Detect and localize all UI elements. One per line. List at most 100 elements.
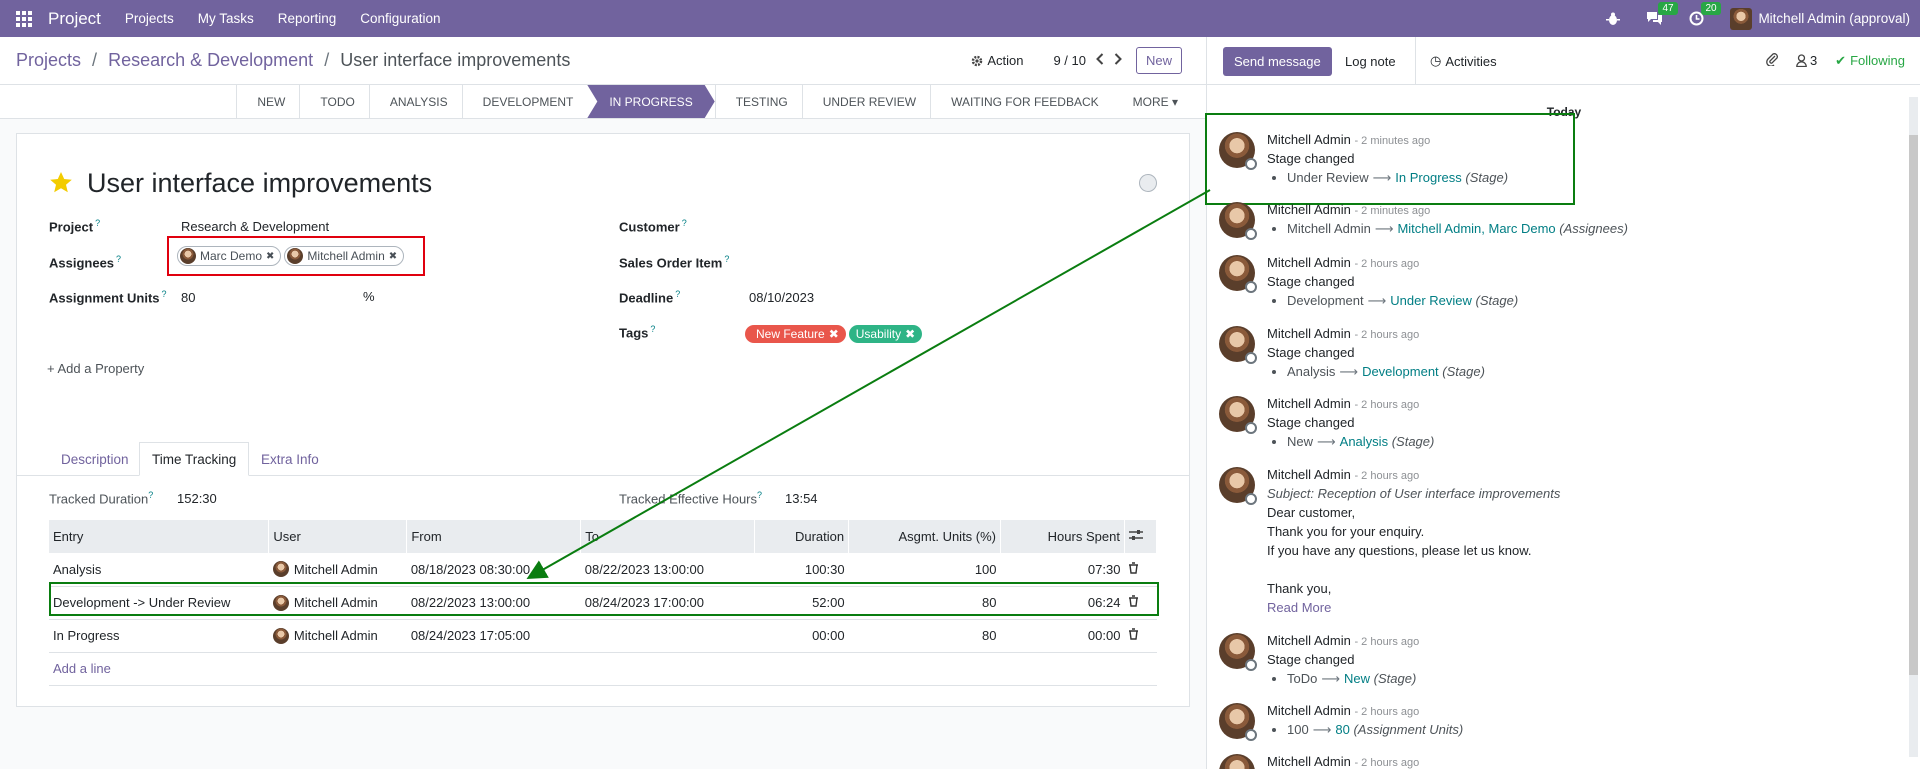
kanban-state-icon[interactable]	[1139, 174, 1157, 192]
breadcrumb-separator: /	[324, 50, 330, 70]
send-message-button[interactable]: Send message	[1223, 47, 1332, 76]
delete-row-icon[interactable]	[1124, 586, 1157, 620]
tags-field[interactable]: New Feature ✖ Usability ✖	[745, 325, 925, 343]
stage-more-dropdown[interactable]: MORE ▾	[1113, 85, 1192, 118]
following-button[interactable]: ✔ Following	[1835, 52, 1905, 69]
read-more-link[interactable]: Read More	[1267, 600, 1332, 615]
messages-icon[interactable]: 47	[1646, 2, 1678, 26]
stage-more-label: MORE	[1132, 94, 1169, 109]
cell-duration: 00:00	[754, 619, 849, 653]
assignment-units-suffix: %	[363, 289, 375, 304]
pager-previous-icon[interactable]	[1096, 53, 1104, 68]
message-author[interactable]: Mitchell Admin	[1267, 396, 1351, 411]
cell-entry: Analysis	[49, 553, 269, 587]
check-icon: ✔	[1835, 52, 1847, 68]
activities-clock-icon[interactable]: 20	[1689, 2, 1721, 26]
project-value[interactable]: Research & Development	[181, 219, 330, 234]
message-body-line: Thank you for your enquiry.	[1267, 524, 1425, 539]
app-brand[interactable]: Project	[48, 8, 101, 28]
message-author[interactable]: Mitchell Admin	[1267, 132, 1351, 147]
optional-columns-icon[interactable]	[1124, 520, 1158, 553]
stage-todo[interactable]: TODO	[299, 85, 368, 118]
col-user[interactable]: User	[268, 520, 408, 553]
stage-under-review[interactable]: UNDER REVIEW	[801, 85, 930, 118]
col-from[interactable]: From	[406, 520, 582, 553]
tracked-duration-label: Tracked Duration?	[49, 490, 154, 507]
pager-next-icon[interactable]	[1114, 53, 1122, 68]
breadcrumb-projects[interactable]: Projects	[16, 50, 82, 70]
avatar	[272, 627, 289, 644]
remove-tag-icon[interactable]: ✖	[266, 250, 275, 262]
new-button[interactable]: New	[1135, 47, 1182, 74]
stage-in-progress[interactable]: IN PROGRESS	[587, 85, 714, 118]
tab-time-tracking[interactable]: Time Tracking	[139, 442, 250, 476]
pager-value[interactable]: 9 / 10	[1053, 53, 1086, 68]
message-text: Stage changed	[1267, 345, 1355, 360]
message-author[interactable]: Mitchell Admin	[1267, 703, 1351, 718]
menu-configuration[interactable]: Configuration	[360, 11, 441, 26]
tag-usability[interactable]: Usability ✖	[848, 325, 923, 343]
attachment-paperclip-icon[interactable]	[1766, 52, 1778, 69]
message-author[interactable]: Mitchell Admin	[1267, 255, 1351, 270]
delete-row-icon[interactable]	[1124, 619, 1157, 653]
debug-bug-icon[interactable]	[1606, 12, 1621, 26]
message-date: - 2 hours ago	[1354, 706, 1420, 718]
plus-icon: +	[47, 361, 55, 376]
remove-tag-icon[interactable]: ✖	[905, 327, 916, 341]
log-note-button[interactable]: Log note	[1345, 53, 1396, 69]
presence-icon	[1245, 281, 1257, 293]
assignment-units-value[interactable]: 80	[181, 290, 196, 305]
breadcrumb: Projects / Research & Development / User…	[16, 50, 570, 71]
task-title[interactable]: User interface improvements	[87, 168, 433, 198]
col-units[interactable]: Asgmt. Units (%)	[848, 520, 1002, 553]
stage-testing[interactable]: TESTING	[714, 85, 802, 118]
add-property-button[interactable]: + Add a Property	[47, 361, 145, 376]
apps-menu-icon[interactable]	[0, 10, 48, 27]
message-highlight-box	[1205, 113, 1575, 205]
breadcrumb-project[interactable]: Research & Development	[108, 50, 314, 70]
add-line-button[interactable]: Add a line	[53, 661, 111, 676]
cell-units: 80	[848, 619, 1001, 653]
tracked-effective-value: 13:54	[785, 491, 818, 506]
priority-star-icon[interactable]	[49, 171, 73, 197]
stage-analysis[interactable]: ANALYSIS	[368, 85, 462, 118]
message-author[interactable]: Mitchell Admin	[1267, 633, 1351, 648]
message-text: Stage changed	[1267, 652, 1355, 667]
col-entry[interactable]: Entry	[49, 520, 270, 553]
message-date: - 2 minutes ago	[1354, 205, 1431, 217]
tab-extra-info[interactable]: Extra Info	[261, 451, 319, 467]
user-menu[interactable]: Mitchell Admin (approval)	[1730, 7, 1910, 30]
assignees-field[interactable]: Marc Demo ✖ Mitchell Admin ✖	[177, 246, 407, 266]
col-hours-spent[interactable]: Hours Spent	[1000, 520, 1125, 553]
tab-description[interactable]: Description	[61, 451, 129, 467]
tag-new-feature[interactable]: New Feature ✖	[745, 325, 846, 343]
assignee-tag[interactable]: Mitchell Admin ✖	[284, 246, 405, 266]
remove-tag-icon[interactable]: ✖	[828, 327, 839, 341]
breadcrumb-separator: /	[92, 50, 98, 70]
message-author[interactable]: Mitchell Admin	[1267, 326, 1351, 341]
tracking-value: Analysis⟶Development (Stage)	[1287, 364, 1887, 380]
stage-waiting-feedback[interactable]: WAITING FOR FEEDBACK	[930, 85, 1113, 118]
col-to[interactable]: To	[580, 520, 756, 553]
message-author[interactable]: Mitchell Admin	[1267, 202, 1351, 217]
table-row[interactable]: Development -> Under Review Mitchell Adm…	[49, 586, 1157, 620]
col-duration[interactable]: Duration	[754, 520, 850, 553]
assignee-tag[interactable]: Marc Demo ✖	[177, 246, 282, 266]
author-avatar[interactable]	[1219, 754, 1255, 769]
table-row[interactable]: In Progress Mitchell Admin 08/24/2023 17…	[49, 619, 1157, 653]
followers-button[interactable]: 3	[1796, 53, 1817, 68]
action-button[interactable]: Action	[971, 53, 1023, 68]
message-author[interactable]: Mitchell Admin	[1267, 467, 1351, 482]
cell-user-wrap: Mitchell Admin	[268, 586, 407, 620]
remove-tag-icon[interactable]: ✖	[388, 250, 398, 262]
menu-reporting[interactable]: Reporting	[277, 11, 337, 26]
activities-button[interactable]: ◷ Activities	[1415, 37, 1497, 85]
chatter-scrollbar-thumb[interactable]	[1909, 135, 1918, 675]
message-body-line: Dear customer,	[1267, 505, 1356, 520]
stage-new[interactable]: NEW	[236, 85, 299, 118]
deadline-value[interactable]: 08/10/2023	[749, 290, 815, 305]
menu-projects[interactable]: Projects	[124, 11, 174, 26]
menu-my-tasks[interactable]: My Tasks	[197, 11, 254, 26]
stage-development[interactable]: DEVELOPMENT	[461, 85, 588, 118]
message-author[interactable]: Mitchell Admin	[1267, 754, 1351, 769]
